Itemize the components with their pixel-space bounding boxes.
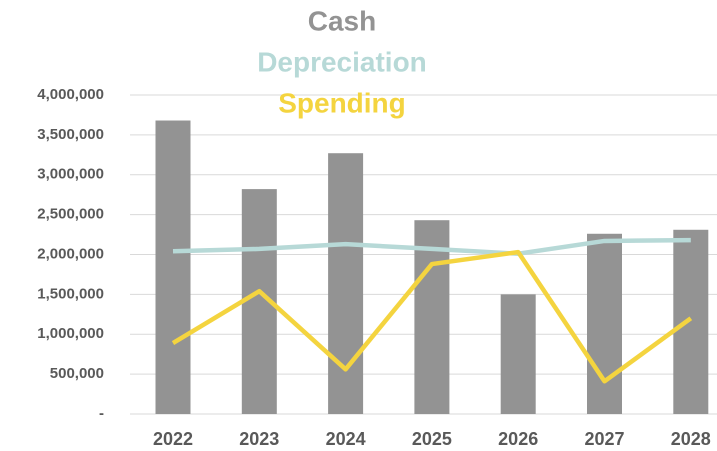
y-tick-label: 1,000,000 xyxy=(37,325,104,342)
bar xyxy=(587,233,622,414)
y-tick-label: - xyxy=(99,405,104,422)
line xyxy=(171,249,693,384)
y-tick-label: 500,000 xyxy=(50,365,104,382)
bar xyxy=(155,120,191,415)
x-tick-label: 2027 xyxy=(584,429,624,449)
x-tick-label: 2022 xyxy=(153,429,193,449)
x-tick-label: 2025 xyxy=(412,429,452,449)
line xyxy=(172,237,691,256)
legend-entry: Cash xyxy=(308,5,376,36)
bar xyxy=(673,229,709,414)
bar xyxy=(500,294,536,414)
y-tick-label: 1,500,000 xyxy=(37,285,104,302)
x-tick-label: 2024 xyxy=(326,429,366,449)
x-tick-label: 2023 xyxy=(239,429,279,449)
legend-entry: Spending xyxy=(278,87,406,118)
y-tick-label: 3,500,000 xyxy=(37,126,104,143)
x-tick-label: 2026 xyxy=(498,429,538,449)
y-tick-label: 3,000,000 xyxy=(37,166,104,183)
x-tick-label: 2028 xyxy=(671,429,711,449)
bar xyxy=(328,153,364,414)
bar xyxy=(414,220,450,414)
legend-entry: Depreciation xyxy=(257,46,427,77)
y-tick-label: 4,000,000 xyxy=(37,86,104,103)
y-tick-label: 2,000,000 xyxy=(37,245,104,262)
y-tick-label: 2,500,000 xyxy=(37,206,104,223)
